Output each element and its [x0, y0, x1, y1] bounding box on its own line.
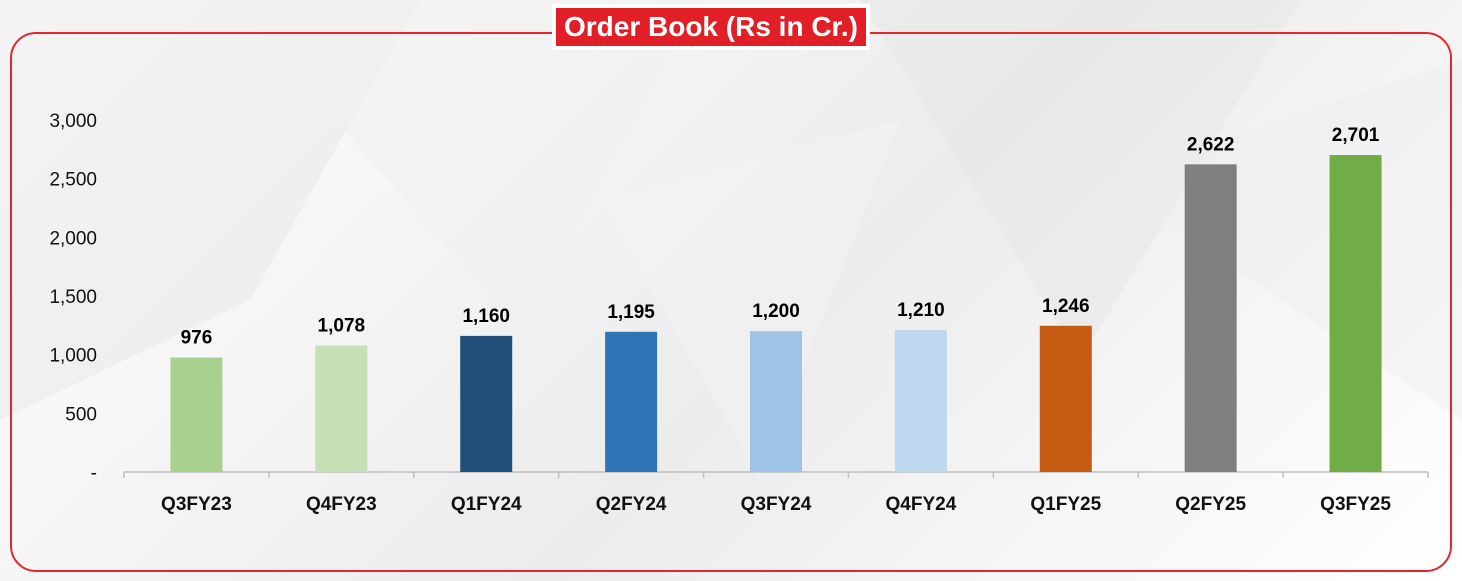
x-tick-label: Q4FY23	[306, 494, 377, 515]
x-tick-label: Q2FY24	[596, 494, 667, 515]
data-label: 2,622	[1187, 134, 1235, 155]
y-tick-label: 500	[65, 404, 97, 425]
data-label: 1,210	[897, 300, 945, 321]
x-tick-label: Q4FY24	[886, 494, 957, 515]
bars	[170, 155, 1382, 473]
bar-q2fy24	[605, 331, 658, 472]
x-axis-ticks	[123, 472, 1429, 478]
bar-q3fy23	[170, 357, 223, 472]
data-label: 1,078	[318, 316, 366, 337]
bar-q1fy25	[1039, 325, 1092, 472]
data-label: 2,701	[1332, 125, 1380, 146]
y-tick-label: 1,000	[49, 346, 97, 367]
bar-q3fy25	[1329, 155, 1382, 472]
y-axis: - 500 1,000 1,500 2,000 2,500 3,000	[49, 111, 97, 484]
x-axis: Q3FY23 Q4FY23 Q1FY24 Q2FY24 Q3FY24 Q4FY24 Q1FY…	[161, 494, 1391, 515]
bar-q2fy25	[1184, 164, 1237, 473]
x-tick-label: Q3FY25	[1320, 494, 1391, 515]
y-tick-label: 3,000	[49, 111, 97, 132]
bar-q3fy24	[750, 331, 802, 472]
y-tick-label: 2,500	[49, 170, 97, 191]
chart-title: Order Book (Rs in Cr.)	[556, 8, 866, 46]
data-label: 1,200	[752, 301, 800, 322]
bar-q4fy24	[894, 330, 947, 472]
data-labels: 976 1,078 1,160 1,195 1,200 1,210 1,246 2,622 2,…	[181, 125, 1380, 348]
data-label: 1,195	[607, 302, 655, 323]
x-tick-label: Q3FY23	[161, 494, 232, 515]
bar-q4fy23	[315, 345, 368, 472]
data-label: 1,160	[462, 306, 510, 327]
y-tick-label: 1,500	[49, 287, 97, 308]
data-label: 976	[181, 327, 213, 348]
y-tick-label: 2,000	[49, 228, 97, 249]
data-label: 1,246	[1042, 296, 1090, 317]
bar-q1fy24	[460, 335, 513, 472]
x-tick-label: Q2FY25	[1175, 494, 1246, 515]
x-tick-label: Q1FY25	[1030, 494, 1101, 515]
x-tick-label: Q3FY24	[741, 494, 812, 515]
x-tick-label: Q1FY24	[451, 494, 522, 515]
y-tick-label: -	[91, 463, 97, 484]
